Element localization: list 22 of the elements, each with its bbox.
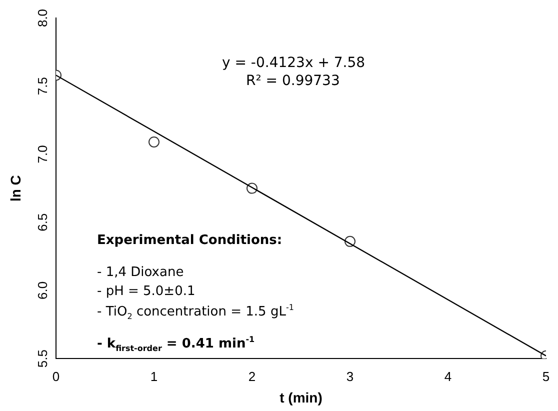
- y-tick-label: 7.5: [35, 77, 50, 96]
- x-tick-label: 2: [248, 368, 256, 384]
- y-tick-label: 5.5: [35, 350, 50, 368]
- annotation: Experimental Conditions:: [97, 233, 282, 248]
- annotation: y = -0.4123x + 7.58: [222, 55, 366, 71]
- annotation: - pH = 5.0±0.1: [97, 284, 196, 299]
- y-axis-title: ln C: [7, 175, 24, 202]
- x-axis-title: t (min): [280, 389, 322, 406]
- annotation: - TiO$_{2}$ concentration = 1.5 gL$^{-1}$: [97, 303, 294, 321]
- x-tick-label: 0: [52, 368, 60, 384]
- annotation: R² = 0.99733: [246, 73, 340, 89]
- x-tick-label: 4: [444, 368, 452, 384]
- point: [148, 136, 160, 148]
- y-tick-label: 7.0: [35, 145, 50, 164]
- x-tick-label: 1: [150, 368, 158, 384]
- x-tick-label: 5: [542, 368, 550, 384]
- x-tick-label: 3: [346, 368, 354, 384]
- annotation: - 1,4 Dioxane: [97, 265, 184, 280]
- y-tick-label: 6.0: [35, 281, 50, 300]
- y-tick-label: 8.0: [35, 8, 50, 28]
- y-tick-label: 6.5: [35, 213, 50, 232]
- annotation: - k$_{first-order}$ = 0.41 min$^{-1}$: [97, 335, 255, 353]
